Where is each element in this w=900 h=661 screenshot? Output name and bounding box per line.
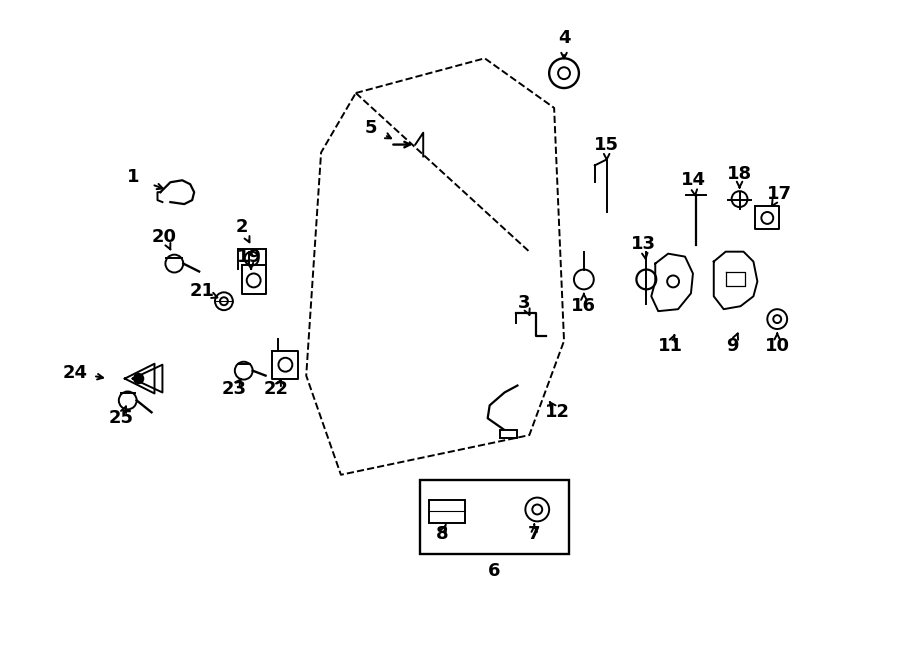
Text: 7: 7 [528,525,541,543]
Text: 20: 20 [152,228,177,246]
Text: 17: 17 [767,185,792,203]
Text: 2: 2 [236,218,248,236]
Text: 15: 15 [594,136,619,153]
Text: 18: 18 [727,165,752,183]
Text: 6: 6 [489,562,501,580]
Text: 25: 25 [108,409,133,427]
Bar [429,500,465,524]
Text: 22: 22 [264,379,289,397]
Text: 19: 19 [238,248,262,266]
Text: 16: 16 [572,297,597,315]
Text: 5: 5 [364,119,377,137]
Text: 8: 8 [436,525,448,543]
Text: 3: 3 [518,294,531,312]
Text: 12: 12 [544,403,570,421]
Bar [500,430,518,438]
Text: 23: 23 [221,379,247,397]
Bar [420,480,569,554]
Text: 13: 13 [631,235,656,253]
Text: 4: 4 [558,30,571,48]
Text: 14: 14 [680,171,706,189]
Text: 11: 11 [658,337,682,355]
Text: 21: 21 [190,282,214,300]
Circle shape [134,373,144,383]
Text: 1: 1 [126,169,139,186]
Text: 9: 9 [726,337,739,355]
Text: 10: 10 [765,337,789,355]
Text: 24: 24 [63,364,87,381]
